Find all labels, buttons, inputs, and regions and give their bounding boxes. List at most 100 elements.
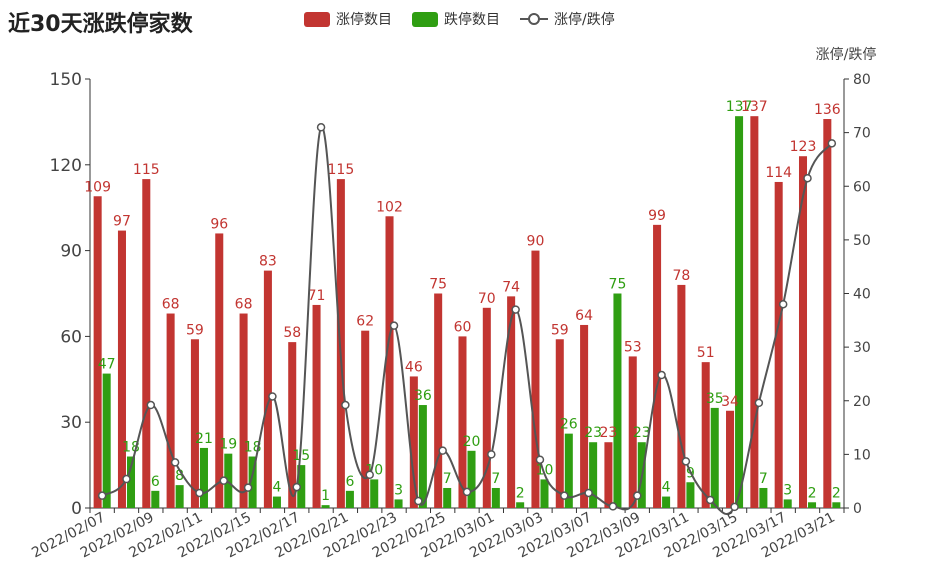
data-label-limit-up: 96 — [210, 216, 228, 232]
bar-limit-up — [653, 224, 662, 509]
data-label-limit-up: 34 — [721, 394, 739, 410]
data-label-limit-up: 23 — [600, 425, 618, 441]
data-label-limit-up: 68 — [235, 297, 253, 313]
bar-limit-up — [482, 307, 491, 508]
data-label-limit-down: 2 — [516, 485, 525, 501]
ratio-point — [827, 139, 837, 148]
bar-limit-up — [750, 116, 759, 509]
data-label-limit-up: 58 — [283, 325, 301, 341]
bar-limit-up — [458, 336, 467, 508]
data-label-limit-down: 26 — [560, 417, 578, 433]
data-label-limit-up: 97 — [113, 214, 131, 230]
y-right-tick-label: 60 — [853, 179, 871, 195]
ratio-point — [414, 496, 423, 506]
bar-limit-up — [215, 233, 224, 508]
bar-limit-down — [248, 456, 257, 508]
ratio-point — [803, 173, 812, 183]
data-label-limit-down: 7 — [443, 471, 452, 487]
bar-limit-down — [272, 496, 281, 508]
data-label-limit-up: 74 — [502, 279, 520, 295]
data-label-limit-up: 62 — [356, 314, 374, 330]
y-right-tick-label: 30 — [853, 340, 871, 356]
data-label-limit-up: 53 — [624, 339, 642, 355]
ratio-point — [243, 483, 253, 492]
data-label-limit-up: 102 — [376, 199, 403, 215]
bar-limit-up — [361, 330, 370, 508]
data-label-limit-up: 90 — [527, 234, 545, 250]
data-label-limit-up: 136 — [814, 102, 841, 118]
data-label-limit-up: 70 — [478, 291, 496, 307]
data-label-limit-up: 83 — [259, 254, 277, 270]
bar-limit-down — [564, 433, 573, 508]
data-label-limit-down: 20 — [463, 434, 481, 450]
y-left-tick-label: 120 — [50, 156, 82, 176]
y-left-tick-label: 30 — [60, 413, 82, 433]
bar-limit-up — [239, 313, 248, 508]
ratio-point — [705, 495, 715, 505]
ratio-point — [389, 321, 399, 330]
data-label-limit-up: 123 — [790, 139, 817, 155]
ratio-point — [146, 400, 156, 410]
data-label-limit-down: 35 — [706, 391, 724, 407]
y-right-tick-label: 50 — [853, 233, 871, 249]
y-left-tick-label: 90 — [60, 242, 82, 262]
bar-limit-down — [662, 496, 671, 508]
ratio-point — [608, 502, 618, 511]
bar-limit-down — [102, 373, 111, 508]
data-label-limit-down: 36 — [414, 388, 432, 404]
data-label-limit-up: 115 — [328, 162, 355, 178]
legend-item-ratio[interactable]: 涨停/跌停 — [520, 9, 615, 29]
bar-limit-up — [385, 216, 394, 508]
bar-limit-up — [798, 156, 808, 508]
data-label-limit-down: 137 — [726, 99, 753, 115]
data-label-limit-up: 59 — [186, 322, 204, 338]
ratio-point — [365, 470, 374, 480]
data-label-limit-down: 7 — [491, 471, 500, 487]
data-label-limit-down: 2 — [808, 485, 817, 501]
data-label-limit-up: 78 — [672, 268, 690, 284]
bar-limit-down — [370, 479, 379, 508]
y-right-axis-name: 涨停/跌停 — [816, 46, 877, 63]
data-label-limit-up: 137 — [741, 99, 768, 115]
bar-limit-up — [555, 339, 564, 508]
legend-label-ratio: 涨停/跌停 — [554, 12, 615, 28]
y-right-tick-label: 10 — [853, 447, 871, 463]
legend-item-limit-up[interactable]: 涨停数目 — [304, 9, 392, 29]
data-label-limit-down: 2 — [832, 485, 841, 501]
bar-limit-down — [735, 116, 744, 509]
bar-limit-down — [783, 499, 792, 508]
bar-limit-down — [832, 502, 841, 508]
data-label-limit-up: 71 — [308, 288, 326, 304]
bar-limit-down — [345, 490, 354, 508]
data-label-limit-up: 99 — [648, 208, 666, 224]
bar-limit-down — [321, 505, 330, 508]
ratio-point — [511, 305, 520, 314]
data-label-limit-up: 46 — [405, 359, 423, 375]
bar-limit-up — [288, 342, 297, 508]
bar-limit-down — [126, 456, 136, 508]
data-label-limit-down: 23 — [584, 425, 602, 441]
bar-limit-up — [604, 442, 613, 508]
bar-limit-up — [823, 119, 832, 508]
legend-item-limit-down[interactable]: 跌停数目 — [412, 9, 500, 29]
bar-limit-up — [409, 376, 418, 508]
y-right-tick-label: 70 — [853, 126, 871, 142]
data-label-limit-up: 59 — [551, 322, 569, 338]
bar-limit-up — [166, 313, 175, 508]
data-label-limit-down: 4 — [272, 480, 281, 496]
bar-limit-down — [516, 502, 525, 508]
data-label-limit-up: 115 — [133, 162, 160, 178]
ratio-point — [462, 487, 472, 497]
y-left-tick-label: 0 — [71, 499, 82, 519]
bar-limit-down — [199, 447, 208, 508]
ratio-point — [487, 450, 496, 459]
ratio-point — [778, 299, 788, 309]
data-label-limit-up: 68 — [162, 297, 180, 313]
bar-limit-down — [808, 502, 817, 508]
bar-limit-down — [175, 485, 184, 508]
ratio-point — [268, 392, 277, 401]
data-label-limit-up: 109 — [84, 179, 111, 195]
bar-limit-up — [774, 181, 783, 508]
ratio-point — [195, 488, 204, 498]
